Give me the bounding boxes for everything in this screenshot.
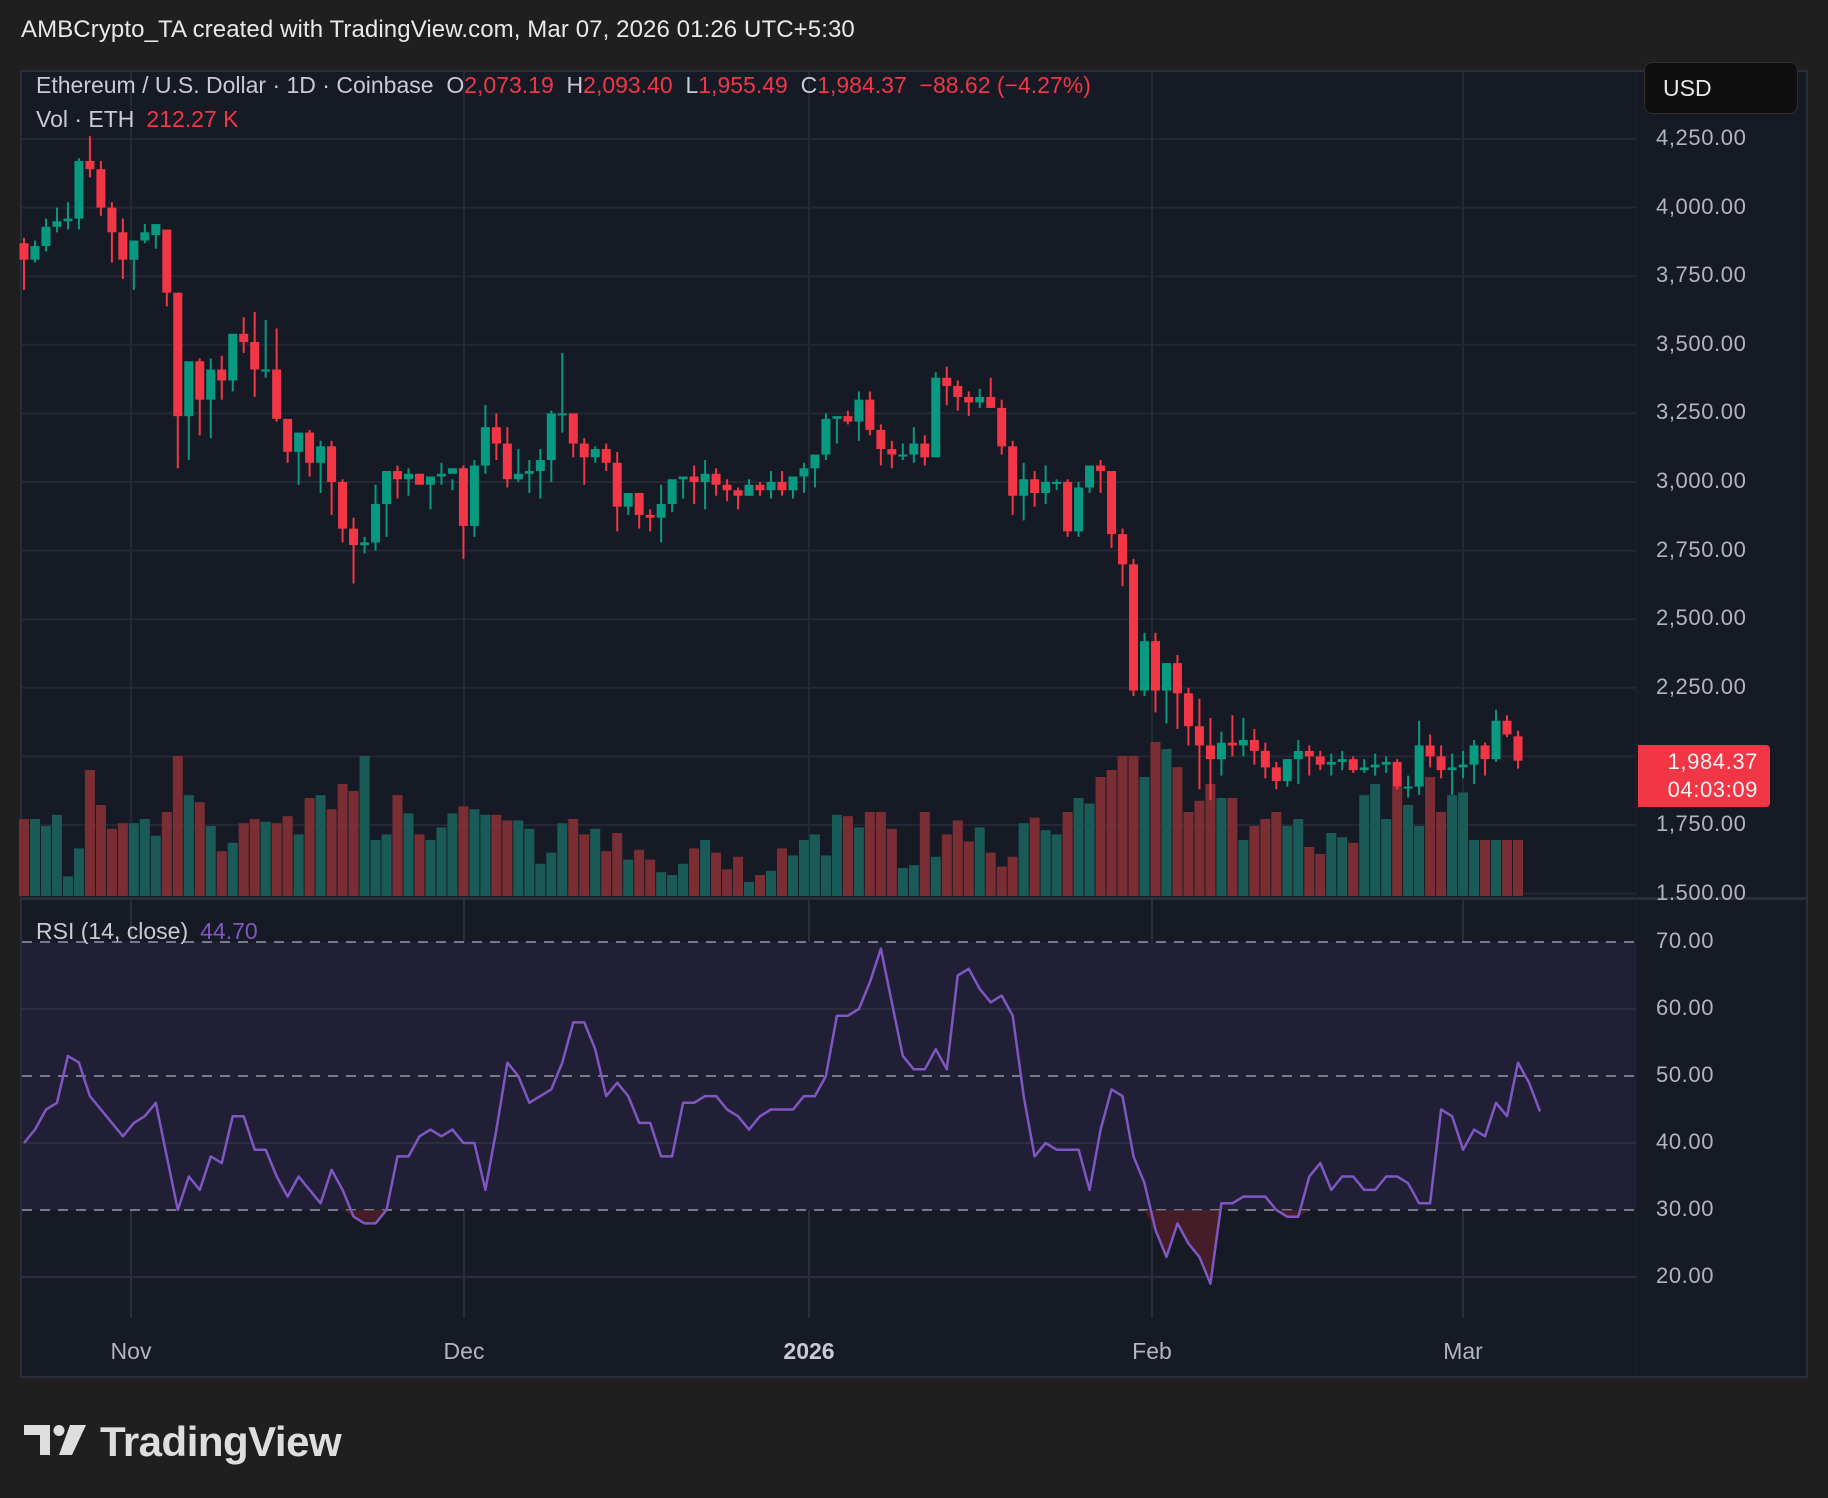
symbol-title[interactable]: Ethereum / U.S. Dollar · 1D · Coinbase <box>36 72 434 98</box>
tradingview-logo[interactable]: TradingView <box>24 1418 342 1466</box>
price-axis-label: 2,750.00 <box>1656 536 1747 562</box>
rsi-legend[interactable]: RSI (14, close) 44.70 <box>36 918 258 945</box>
price-axis-label: 4,250.00 <box>1656 125 1747 150</box>
time-axis-label: Nov <box>110 1338 152 1364</box>
change-value: −88.62 (−4.27%) <box>919 72 1091 98</box>
high-label: H <box>566 72 584 98</box>
rsi-label: RSI (14, close) <box>36 918 189 944</box>
price-axis-label: 2,250.00 <box>1656 673 1747 699</box>
rsi-value: 44.70 <box>200 918 258 944</box>
volume-legend[interactable]: Vol · ETH 212.27 K <box>36 106 239 133</box>
brand-name: TradingView <box>100 1418 342 1465</box>
time-axis-label: Mar <box>1443 1338 1483 1364</box>
price-axis-label: 2,500.00 <box>1656 605 1747 631</box>
price-axis-label: 3,750.00 <box>1656 262 1747 288</box>
time-axis-label: Dec <box>443 1338 485 1364</box>
tradingview-logo-icon <box>24 1425 86 1455</box>
currency-button[interactable]: USD <box>1644 62 1798 114</box>
price-axis-label: 3,500.00 <box>1656 330 1747 356</box>
close-label: C <box>800 72 818 98</box>
high-value: 2,093.40 <box>583 72 673 98</box>
rsi-axis-label: 60.00 <box>1656 995 1715 1020</box>
last-price-tag: 1,984.37 04:03:09 <box>1638 745 1770 807</box>
price-axis-label: 1,750.00 <box>1656 811 1747 836</box>
rsi-axis-label: 20.00 <box>1656 1263 1715 1288</box>
close-value: 1,984.37 <box>817 72 907 98</box>
open-label: O <box>446 72 465 98</box>
price-axis-label: 3,000.00 <box>1656 468 1747 493</box>
time-axis-label: 2026 <box>783 1338 835 1364</box>
rsi-axis-label: 50.00 <box>1656 1062 1715 1087</box>
price-axis-label: 1,500.00 <box>1656 879 1747 900</box>
open-value: 2,073.19 <box>464 72 554 98</box>
symbol-legend: Ethereum / U.S. Dollar · 1D · Coinbase O… <box>36 72 1091 99</box>
volume-value: 212.27 K <box>146 106 239 132</box>
rsi-axis-label: 70.00 <box>1656 928 1715 953</box>
attribution-text: AMBCrypto_TA created with TradingView.co… <box>21 16 855 43</box>
rsi-axis-label: 30.00 <box>1656 1196 1715 1221</box>
low-label: L <box>685 72 699 98</box>
price-axis-label: 4,000.00 <box>1656 193 1747 219</box>
last-price: 1,984.37 <box>1667 749 1758 774</box>
rsi-axis-label: 40.00 <box>1656 1129 1715 1154</box>
bar-countdown: 04:03:09 <box>1667 777 1758 802</box>
price-axis-label: 3,250.00 <box>1656 399 1747 425</box>
low-value: 1,955.49 <box>698 72 788 98</box>
volume-label: Vol · ETH <box>36 106 135 132</box>
time-axis-label: Feb <box>1132 1338 1172 1364</box>
